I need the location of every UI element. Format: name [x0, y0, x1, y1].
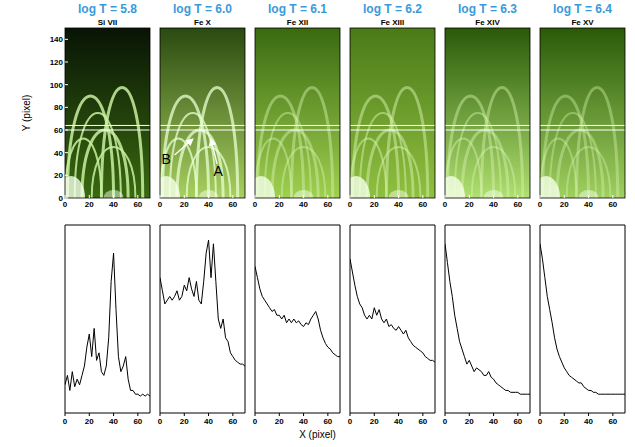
- svg-text:0: 0: [63, 417, 68, 426]
- svg-text:140: 140: [50, 35, 64, 44]
- svg-text:20: 20: [370, 417, 379, 426]
- svg-text:0: 0: [63, 200, 68, 209]
- svg-text:B: B: [161, 151, 170, 167]
- svg-text:log T = 6.2: log T = 6.2: [363, 2, 422, 16]
- svg-text:log T = 6.3: log T = 6.3: [458, 2, 517, 16]
- svg-text:log T = 6.0: log T = 6.0: [173, 2, 232, 16]
- svg-text:60: 60: [608, 417, 617, 426]
- html-text:X (pixel): X (pixel): [299, 429, 336, 440]
- svg-text:20: 20: [85, 417, 94, 426]
- svg-text:log T = 6.4: log T = 6.4: [553, 2, 612, 16]
- svg-text:60: 60: [418, 417, 427, 426]
- svg-text:60: 60: [133, 417, 142, 426]
- svg-text:20: 20: [370, 200, 379, 209]
- svg-text:0: 0: [538, 200, 543, 209]
- svg-text:80: 80: [54, 103, 63, 112]
- svg-text:0: 0: [158, 200, 163, 209]
- svg-text:20: 20: [275, 200, 284, 209]
- svg-text:20: 20: [560, 200, 569, 209]
- svg-text:Fe XIII: Fe XIII: [381, 18, 405, 27]
- svg-text:40: 40: [204, 417, 213, 426]
- svg-text:40: 40: [584, 417, 593, 426]
- svg-text:0: 0: [348, 417, 353, 426]
- svg-text:0: 0: [253, 417, 258, 426]
- svg-text:40: 40: [584, 200, 593, 209]
- svg-text:20: 20: [465, 200, 474, 209]
- svg-text:60: 60: [608, 200, 617, 209]
- svg-text:Fe XV: Fe XV: [571, 18, 594, 27]
- svg-text:Fe XII: Fe XII: [287, 18, 308, 27]
- svg-text:20: 20: [465, 417, 474, 426]
- svg-text:40: 40: [299, 200, 308, 209]
- svg-text:40: 40: [54, 149, 63, 158]
- svg-text:0: 0: [158, 417, 163, 426]
- svg-text:20: 20: [180, 417, 189, 426]
- svg-text:0: 0: [348, 200, 353, 209]
- svg-text:40: 40: [204, 200, 213, 209]
- svg-text:0: 0: [443, 417, 448, 426]
- svg-text:60: 60: [133, 200, 142, 209]
- svg-text:Y (pixel): Y (pixel): [21, 95, 32, 132]
- svg-text:log T = 5.8: log T = 5.8: [78, 2, 137, 16]
- svg-text:40: 40: [394, 200, 403, 209]
- svg-text:60: 60: [323, 417, 332, 426]
- svg-text:20: 20: [54, 171, 63, 180]
- svg-text:20: 20: [180, 200, 189, 209]
- svg-text:40: 40: [489, 417, 498, 426]
- svg-text:20: 20: [275, 417, 284, 426]
- svg-text:60: 60: [54, 126, 63, 135]
- svg-text:log T = 6.1: log T = 6.1: [268, 2, 327, 16]
- svg-text:60: 60: [513, 417, 522, 426]
- svg-text:20: 20: [560, 417, 569, 426]
- svg-text:A: A: [214, 163, 224, 179]
- svg-text:20: 20: [85, 200, 94, 209]
- svg-text:0: 0: [59, 194, 64, 203]
- svg-text:60: 60: [513, 200, 522, 209]
- svg-text:Fe X: Fe X: [194, 18, 212, 27]
- svg-text:40: 40: [109, 200, 118, 209]
- svg-text:40: 40: [109, 417, 118, 426]
- svg-text:40: 40: [299, 417, 308, 426]
- svg-text:Fe XIV: Fe XIV: [475, 18, 500, 27]
- svg-text:0: 0: [253, 200, 258, 209]
- svg-text:60: 60: [418, 200, 427, 209]
- svg-text:60: 60: [323, 200, 332, 209]
- svg-text:Si VII: Si VII: [98, 18, 118, 27]
- svg-text:0: 0: [443, 200, 448, 209]
- svg-text:60: 60: [228, 417, 237, 426]
- svg-text:60: 60: [228, 200, 237, 209]
- svg-text:120: 120: [50, 58, 64, 67]
- svg-text:0: 0: [538, 417, 543, 426]
- svg-text:100: 100: [50, 81, 64, 90]
- svg-text:40: 40: [394, 417, 403, 426]
- svg-text:40: 40: [489, 200, 498, 209]
